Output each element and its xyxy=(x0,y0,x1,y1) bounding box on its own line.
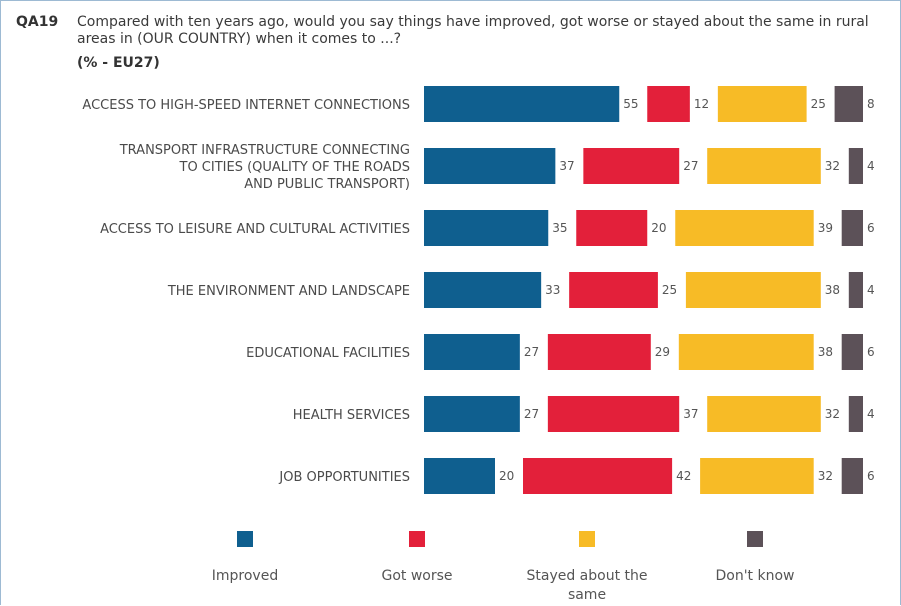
category-label: ACCESS TO HIGH-SPEED INTERNET CONNECTION… xyxy=(82,98,410,113)
bar-segment xyxy=(848,148,863,184)
bar-segment xyxy=(424,334,520,370)
bar-segment xyxy=(841,458,863,494)
value-label: 12 xyxy=(694,97,709,111)
value-label: 27 xyxy=(524,407,539,421)
value-label: 35 xyxy=(552,221,567,235)
value-label: 37 xyxy=(683,407,698,421)
value-label: 25 xyxy=(662,283,677,297)
category-label: ACCESS TO LEISURE AND CULTURAL ACTIVITIE… xyxy=(100,222,410,237)
bar-segment xyxy=(547,334,651,370)
category-label: AND PUBLIC TRANSPORT) xyxy=(244,177,410,192)
value-label: 6 xyxy=(867,469,875,483)
bar-segment xyxy=(647,86,690,122)
value-label: 4 xyxy=(867,283,875,297)
value-label: 55 xyxy=(623,97,638,111)
value-label: 4 xyxy=(867,159,875,173)
bar-segment xyxy=(547,396,680,432)
chart-subtitle: (% - EU27) xyxy=(77,55,160,71)
legend-swatch xyxy=(237,531,253,547)
value-label: 6 xyxy=(867,345,875,359)
value-label: 29 xyxy=(655,345,670,359)
bar-segment xyxy=(678,334,814,370)
bar-segment xyxy=(424,86,620,122)
value-label: 6 xyxy=(867,221,875,235)
bar-segment xyxy=(569,272,658,308)
value-label: 42 xyxy=(676,469,691,483)
bar-segment xyxy=(576,210,648,246)
value-label: 20 xyxy=(651,221,666,235)
bar-segment xyxy=(848,272,863,308)
bar-segment xyxy=(675,210,814,246)
bar-segment xyxy=(424,148,556,184)
value-label: 4 xyxy=(867,407,875,421)
category-label: THE ENVIRONMENT AND LANDSCAPE xyxy=(167,284,410,299)
bar-segment xyxy=(424,272,542,308)
legend-label: same xyxy=(568,587,606,603)
bar-segment xyxy=(700,458,814,494)
bar-segment xyxy=(707,396,821,432)
bar-segment xyxy=(583,148,680,184)
category-label: TRANSPORT INFRASTRUCTURE CONNECTING xyxy=(119,143,410,158)
question-text: Compared with ten years ago, would you s… xyxy=(77,14,869,47)
value-label: 32 xyxy=(818,469,833,483)
category-label: JOB OPPORTUNITIES xyxy=(278,470,410,485)
bar-segment xyxy=(707,148,821,184)
value-label: 32 xyxy=(825,159,840,173)
bar-segment xyxy=(523,458,673,494)
value-label: 27 xyxy=(683,159,698,173)
category-label: EDUCATIONAL FACILITIES xyxy=(246,346,410,361)
value-label: 20 xyxy=(499,469,514,483)
legend-label: Improved xyxy=(212,568,278,584)
bar-segment xyxy=(424,210,549,246)
value-label: 25 xyxy=(811,97,826,111)
category-label: TO CITIES (QUALITY OF THE ROADS xyxy=(179,160,411,175)
bar-segment xyxy=(848,396,863,432)
category-label: HEALTH SERVICES xyxy=(293,408,410,423)
value-label: 39 xyxy=(818,221,833,235)
value-label: 27 xyxy=(524,345,539,359)
bar-segment xyxy=(424,458,495,494)
value-label: 38 xyxy=(818,345,833,359)
question-code: QA19 xyxy=(16,14,59,30)
value-label: 37 xyxy=(559,159,574,173)
bar-segment xyxy=(717,86,807,122)
value-label: 38 xyxy=(825,283,840,297)
bar-segment xyxy=(424,396,520,432)
value-label: 8 xyxy=(867,97,875,111)
legend-label: Don't know xyxy=(715,568,794,584)
legend-swatch xyxy=(579,531,595,547)
legend-label: Stayed about the xyxy=(526,568,647,584)
legend-label: Got worse xyxy=(381,568,452,584)
bar-segment xyxy=(841,334,863,370)
bar-segment xyxy=(834,86,863,122)
legend-swatch xyxy=(747,531,763,547)
value-label: 32 xyxy=(825,407,840,421)
bar-segment xyxy=(685,272,821,308)
legend-swatch xyxy=(409,531,425,547)
value-label: 33 xyxy=(545,283,560,297)
bar-segment xyxy=(841,210,863,246)
